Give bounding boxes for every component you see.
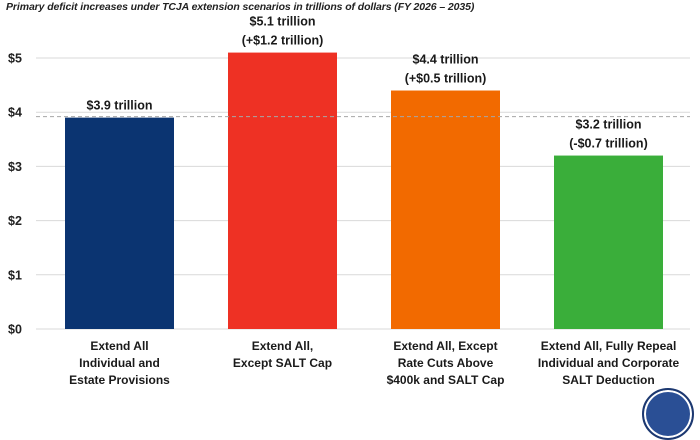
data-label: (+$0.5 trillion) [405, 72, 487, 86]
bar [554, 155, 663, 329]
x-category-label: Extend All, [252, 339, 314, 353]
x-category-label: Extend All [90, 339, 148, 353]
organization-seal-icon [642, 388, 694, 440]
x-category-label: $400k and SALT Cap [387, 373, 505, 387]
bar [65, 117, 174, 330]
x-category-label: Except SALT Cap [233, 356, 332, 370]
data-label: $3.9 trillion [87, 99, 153, 113]
x-category-label: SALT Deduction [562, 373, 654, 387]
y-tick-label: $2 [8, 214, 22, 228]
data-label: $4.4 trillion [413, 53, 479, 67]
y-tick-label: $3 [8, 160, 22, 174]
bar-chart: $0 $1 $2 $3 $4 $5 $3.9 trillion $5.1 trillion (… [8, 15, 690, 387]
x-category-label: Individual and Corporate [538, 356, 680, 370]
x-category-label: Estate Provisions [69, 373, 170, 387]
x-category-label: Individual and [79, 356, 160, 370]
y-tick-label: $4 [8, 106, 22, 120]
chart-title: Primary deficit increases under TCJA ext… [6, 1, 475, 13]
bar [391, 90, 500, 330]
data-label: $5.1 trillion [250, 15, 316, 29]
data-label: (-$0.7 trillion) [569, 137, 647, 151]
bars [65, 52, 663, 330]
x-category-label: Extend All, Fully Repeal [541, 339, 677, 353]
data-label: (+$1.2 trillion) [242, 34, 324, 48]
data-label: $3.2 trillion [576, 118, 642, 132]
x-category-label: Extend All, Except [393, 339, 497, 353]
y-axis-ticks: $0 $1 $2 $3 $4 $5 [8, 52, 22, 337]
data-labels: $3.9 trillion $5.1 trillion (+$1.2 trillio… [87, 15, 648, 151]
x-axis-labels: Extend All Individual and Estate Provision… [69, 339, 679, 387]
y-tick-label: $5 [8, 52, 22, 66]
y-tick-label: $1 [8, 268, 22, 282]
y-tick-label: $0 [8, 323, 22, 337]
bar [228, 52, 337, 330]
x-category-label: Rate Cuts Above [398, 356, 494, 370]
